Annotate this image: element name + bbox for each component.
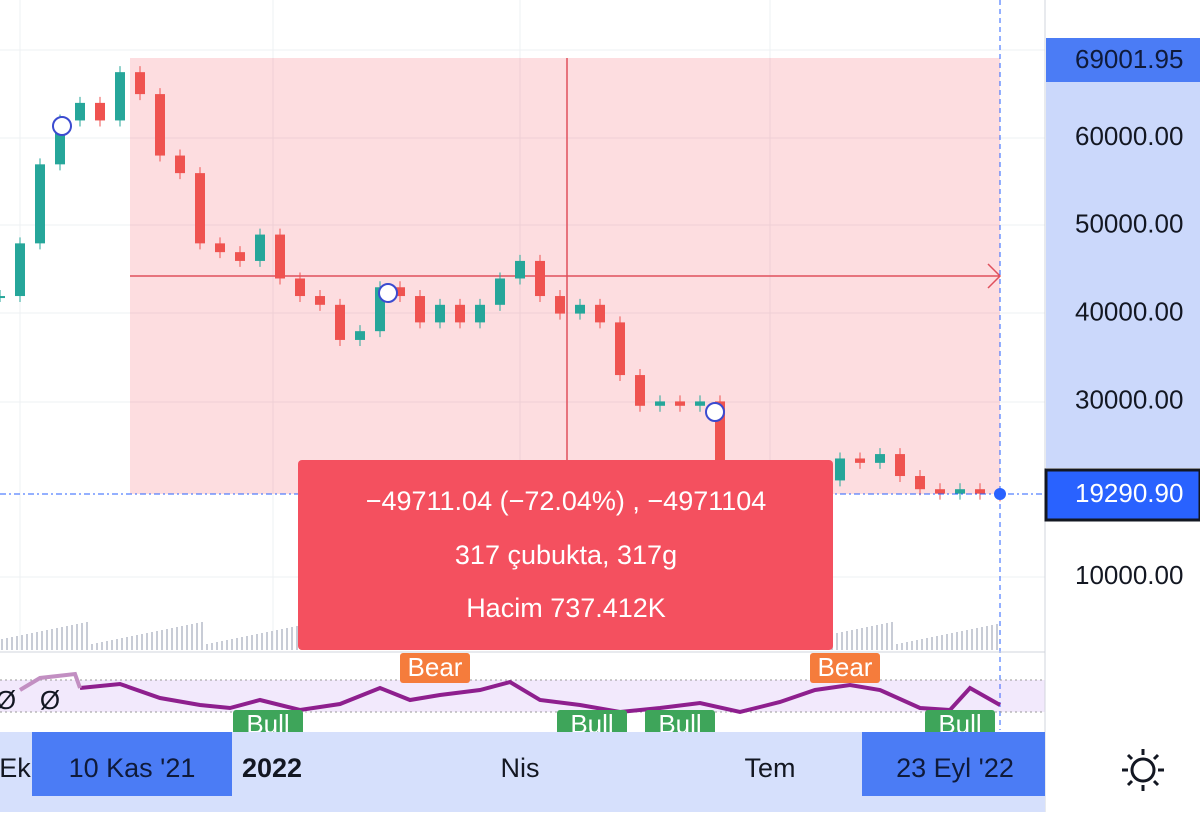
candle [575, 304, 585, 314]
price-ticks: 60000.00 50000.00 40000.00 30000.00 10000.00 [1075, 121, 1183, 590]
candle [475, 304, 485, 323]
rsi-line [79, 679, 1001, 715]
time-labels: Ek 2022 Nis Tem [0, 753, 796, 783]
range-start-box [32, 732, 232, 796]
candle [35, 164, 45, 244]
candle [175, 155, 185, 174]
price-series [0, 66, 1005, 502]
candle [235, 252, 245, 261]
candle [55, 120, 65, 165]
indicator-symbol: Ø [0, 685, 16, 715]
time-label: Nis [501, 753, 540, 783]
tag-label: Bear [818, 652, 873, 682]
candle [15, 243, 25, 297]
candle [215, 243, 225, 253]
candle [0, 296, 5, 299]
range-end-box [862, 732, 1045, 796]
candle [415, 296, 425, 323]
price-tick-label: 50000.00 [1075, 209, 1183, 239]
indicator-symbol: Ø [40, 685, 60, 715]
candle [155, 94, 165, 156]
candle [95, 102, 105, 121]
tag-label: Bear [408, 652, 463, 682]
candle [635, 375, 645, 406]
marker [378, 283, 398, 303]
candle [535, 260, 545, 297]
candle [455, 304, 465, 323]
candle [335, 304, 345, 340]
tag-box [400, 653, 470, 683]
measure-arrow [987, 263, 1002, 289]
candle [615, 322, 625, 376]
candle [975, 489, 985, 494]
range-end: 23 Eyl '22 [896, 753, 1014, 783]
candle [855, 458, 865, 463]
high-box [1046, 38, 1200, 82]
current-box [1044, 468, 1200, 522]
candle [395, 287, 405, 297]
range-start: 10 Kas '21 [69, 753, 196, 783]
tag-box [810, 653, 880, 683]
candle [255, 234, 265, 261]
candle [955, 489, 965, 494]
tooltip-line: 317 çubukta, 317g [455, 540, 677, 570]
candle [295, 278, 305, 297]
time-label: Tem [744, 753, 795, 783]
candle [835, 458, 845, 481]
candle [275, 234, 285, 279]
tooltip-line: Hacim 737.412K [466, 593, 666, 623]
current-dot [994, 488, 1006, 500]
candle [355, 331, 365, 340]
tooltip [298, 460, 833, 650]
rsi-band [0, 680, 1045, 712]
candle [875, 454, 885, 463]
candle [515, 260, 525, 279]
marker [705, 402, 725, 422]
candle [555, 296, 565, 314]
candle [75, 102, 85, 121]
axis-range-highlight [1046, 82, 1200, 468]
candle [375, 287, 385, 332]
price-tick-label: 60000.00 [1075, 121, 1183, 151]
time-label: Ek [0, 753, 31, 783]
current-label: 19290.90 [1075, 478, 1183, 508]
rsi-line-old [18, 671, 82, 692]
candle [655, 401, 665, 406]
candle [915, 476, 925, 490]
tooltip-line: −49711.04 (−72.04%) , −4971104 [366, 486, 767, 516]
candle [435, 304, 445, 323]
settings-icon[interactable] [1122, 749, 1164, 791]
candle [495, 278, 505, 305]
price-tick-label: 30000.00 [1075, 384, 1183, 414]
time-label: 2022 [242, 753, 302, 783]
price-tick-label: 10000.00 [1075, 560, 1183, 590]
candle [675, 401, 685, 406]
candle [895, 454, 905, 477]
candle [135, 72, 145, 95]
high-label: 69001.95 [1075, 44, 1183, 74]
marker [52, 116, 72, 136]
candle [935, 489, 945, 494]
candle [115, 72, 125, 121]
candle [315, 296, 325, 305]
candle [695, 401, 705, 406]
candle [595, 304, 605, 323]
price-tick-label: 40000.00 [1075, 296, 1183, 326]
candle [715, 401, 725, 472]
candle [195, 173, 205, 244]
